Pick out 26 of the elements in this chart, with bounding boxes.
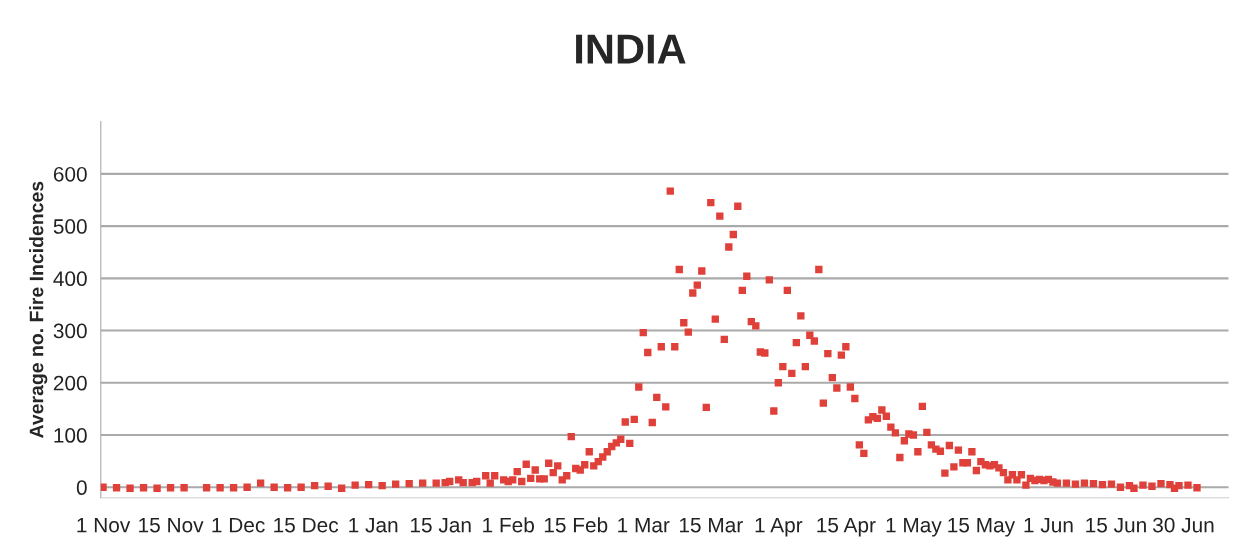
y-tick-label: 100 [54, 428, 87, 443]
x-tick-label: 1 Apr [755, 517, 803, 537]
y-tick-label: 500 [53, 219, 87, 234]
x-tick-label: 1 Jan [349, 517, 398, 533]
x-tick-label: 1 Mar [618, 517, 670, 533]
x-tick-label: 1 Feb [483, 517, 534, 533]
y-axis-title: Average no. Fire Incidences [29, 181, 48, 438]
x-tick-label: 1 Nov [77, 517, 131, 533]
x-tick-label: 1 May [886, 517, 942, 537]
y-tick-label: 400 [53, 271, 87, 287]
x-tick-label: 15 Feb [544, 517, 608, 533]
x-tick-label: 15 Nov [139, 517, 204, 533]
x-tick-label: 15 Apr [817, 517, 876, 537]
y-tick-label: 0 [76, 480, 87, 496]
chart-title: INDIA [576, 34, 686, 64]
x-tick-label: 15 Dec [274, 517, 339, 533]
x-tick-label: 1 Dec [212, 517, 265, 533]
x-tick-label: 30 Jun [1153, 517, 1214, 533]
y-tick-label: 200 [53, 375, 87, 391]
x-tick-label: 15 Jun [1086, 517, 1146, 533]
x-tick-label: 1 Jun [1024, 517, 1073, 533]
y-tick-label: 600 [53, 166, 87, 182]
y-tick-label: 300 [53, 323, 87, 339]
x-tick-label: 15 Jan [411, 517, 471, 533]
x-tick-label: 15 Mar [679, 517, 743, 533]
x-tick-label: 15 May [948, 517, 1016, 537]
